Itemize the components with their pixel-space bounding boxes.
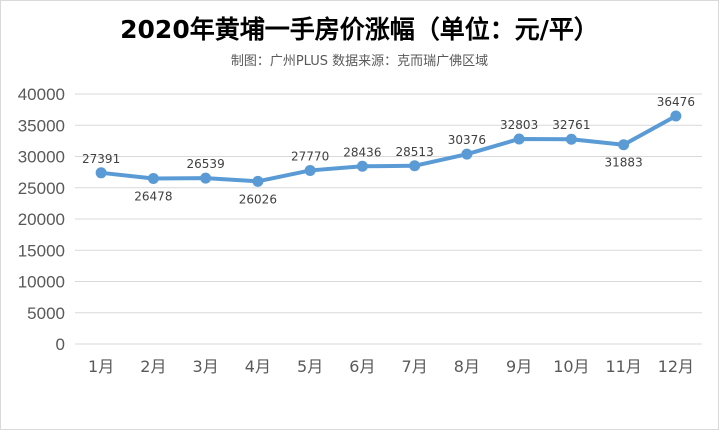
x-tick-label: 12月 [658,357,694,376]
x-tick-label: 10月 [553,357,589,376]
chart-title: 2020年黄埔一手房价涨幅（单位：元/平） [120,15,599,44]
data-label: 31883 [605,156,643,170]
data-point [147,173,159,185]
data-point [565,133,577,145]
data-label: 26539 [187,157,225,171]
y-tick-label: 15000 [18,241,65,260]
data-point [304,164,316,176]
y-axis: 0 5000 10000 15000 20000 25000 30000 35000 40000 [18,85,65,354]
x-tick-label: 2月 [140,357,166,376]
data-point [513,133,525,145]
data-label: 27391 [82,152,120,166]
data-label: 26478 [134,190,172,204]
y-tick-label: 35000 [18,116,65,135]
x-tick-label: 4月 [245,357,271,376]
data-point [461,148,473,160]
y-tick-label: 20000 [18,210,65,229]
y-tick-label: 0 [56,335,65,354]
data-point [356,160,368,172]
x-tick-label: 11月 [605,357,641,376]
data-label: 26026 [239,192,277,206]
data-label: 28436 [343,145,381,159]
data-point [95,167,107,179]
y-tick-label: 10000 [18,273,65,292]
data-point [618,139,630,151]
data-label: 28513 [396,145,434,159]
chart-subtitle: 制图：广州PLUS 数据来源：克而瑞广佛区域 [230,54,489,69]
data-label: 36476 [657,95,695,109]
data-label: 27770 [291,149,329,163]
x-tick-label: 3月 [193,357,219,376]
data-label: 32761 [552,118,590,132]
x-tick-label: 7月 [402,357,428,376]
series-line [95,110,682,187]
y-tick-label: 40000 [18,85,65,104]
x-axis: 1月 2月 3月 4月 5月 6月 7月 8月 9月 10月 11月 12月 [88,357,694,376]
gridlines [75,93,702,345]
data-label: 32803 [500,118,538,132]
x-tick-label: 8月 [454,357,480,376]
y-tick-label: 30000 [18,148,65,167]
x-tick-label: 9月 [506,357,532,376]
data-point [252,175,264,187]
data-point [200,172,212,184]
x-tick-label: 5月 [297,357,323,376]
data-point [409,160,421,172]
data-label: 30376 [448,133,486,147]
y-tick-label: 25000 [18,179,65,198]
y-tick-label: 5000 [27,304,65,323]
data-point [670,110,682,122]
x-tick-label: 1月 [88,357,114,376]
x-tick-label: 6月 [349,357,375,376]
data-labels: 27391 26478 26539 26026 27770 28436 28513 30376… [82,95,695,206]
series-polyline [99,114,678,184]
